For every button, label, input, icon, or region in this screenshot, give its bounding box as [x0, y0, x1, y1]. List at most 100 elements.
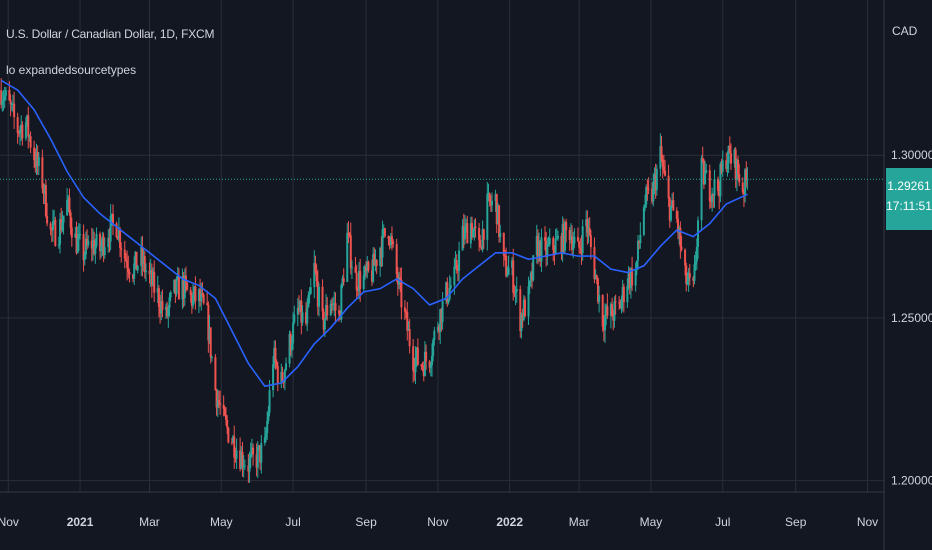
candle-body — [619, 303, 622, 309]
candle-body — [631, 268, 634, 286]
candle-body — [652, 181, 655, 202]
candle-body — [174, 279, 177, 294]
candle-body — [280, 372, 283, 384]
candle-body — [206, 303, 209, 305]
candle-body — [644, 204, 647, 208]
candle-body — [354, 267, 357, 273]
candle-body — [704, 172, 707, 185]
candle-body — [230, 442, 233, 444]
candle-body — [480, 247, 483, 250]
candle-body — [267, 412, 270, 421]
candle-body — [173, 279, 176, 292]
candle-body — [639, 234, 642, 244]
candle-body — [51, 221, 54, 231]
candle-body — [235, 450, 238, 459]
candle-body — [659, 146, 662, 169]
candle-body — [9, 100, 12, 105]
x-tick-label: May — [210, 515, 233, 529]
candle-body — [540, 237, 543, 262]
candle-body — [189, 289, 192, 296]
candle-body — [727, 145, 730, 164]
candle-body — [299, 300, 302, 311]
candle-body — [562, 224, 565, 251]
candle-body — [446, 282, 449, 303]
x-tick-label: 2022 — [496, 515, 523, 529]
candle-body — [613, 301, 616, 321]
candle-body — [428, 361, 431, 368]
candle-body — [342, 278, 345, 282]
candle-body — [95, 233, 98, 246]
candle-body — [438, 326, 441, 332]
candle-body — [596, 278, 599, 302]
candle-body — [635, 260, 638, 270]
candle-body — [250, 447, 253, 454]
candle-body — [605, 306, 608, 316]
candle-body — [193, 286, 196, 295]
candle-body — [149, 269, 152, 275]
candle-body — [513, 292, 516, 294]
candle-body — [143, 256, 146, 273]
candle-body — [276, 366, 279, 384]
candle-body — [67, 197, 70, 201]
candle-body — [720, 164, 723, 172]
candle-body — [340, 284, 343, 320]
candle-body — [672, 200, 675, 211]
candle-body — [474, 226, 477, 228]
candle-body — [472, 230, 475, 238]
candle-body — [325, 305, 328, 319]
candle-body — [627, 272, 630, 286]
candle-body — [671, 200, 674, 206]
candle-body — [458, 250, 461, 272]
candle-body — [102, 236, 105, 256]
candle-body — [75, 233, 78, 254]
candle-body — [532, 255, 535, 281]
candle-body — [552, 237, 555, 251]
candle-body — [247, 465, 250, 472]
candle-body — [120, 248, 123, 250]
candle-body — [569, 235, 572, 241]
candle-body — [362, 275, 365, 289]
candle-body — [161, 300, 164, 310]
candle-body — [135, 251, 138, 271]
candle-body — [332, 303, 335, 306]
candle-body — [381, 229, 384, 258]
candle-body — [734, 149, 737, 180]
candle-body — [585, 219, 588, 227]
candle-body — [581, 226, 584, 254]
candle-body — [159, 306, 162, 314]
candle-body — [217, 399, 220, 404]
candle-body — [512, 260, 515, 293]
candle-body — [636, 240, 639, 261]
candle-body — [0, 90, 3, 105]
candle-body — [514, 291, 517, 293]
candle-body — [546, 244, 549, 257]
candle-body — [388, 238, 391, 245]
candle-body — [688, 272, 691, 278]
candle-body — [107, 237, 110, 248]
candle-body — [194, 286, 197, 302]
candle-body — [695, 247, 698, 262]
candle-body — [199, 289, 202, 302]
candle-body — [3, 95, 6, 100]
candle-body — [399, 277, 402, 280]
candle-body — [150, 269, 153, 286]
candle-body — [62, 215, 65, 223]
candle-body — [341, 278, 344, 285]
candle-body — [66, 200, 69, 216]
candle-body — [216, 399, 219, 408]
candle-body — [226, 420, 229, 428]
candle-body — [408, 329, 411, 347]
candle-body — [242, 466, 245, 468]
candle-body — [489, 201, 492, 206]
candle-body — [662, 166, 665, 171]
bar-countdown: 17:11:51 — [886, 199, 932, 213]
candle-body — [210, 357, 213, 359]
candle-body — [642, 207, 645, 235]
candle-body — [535, 235, 538, 256]
candle-body — [646, 187, 649, 189]
candle-body — [436, 326, 439, 331]
candle-body — [83, 254, 86, 261]
candle-body — [200, 293, 203, 302]
candle-body — [487, 193, 490, 195]
